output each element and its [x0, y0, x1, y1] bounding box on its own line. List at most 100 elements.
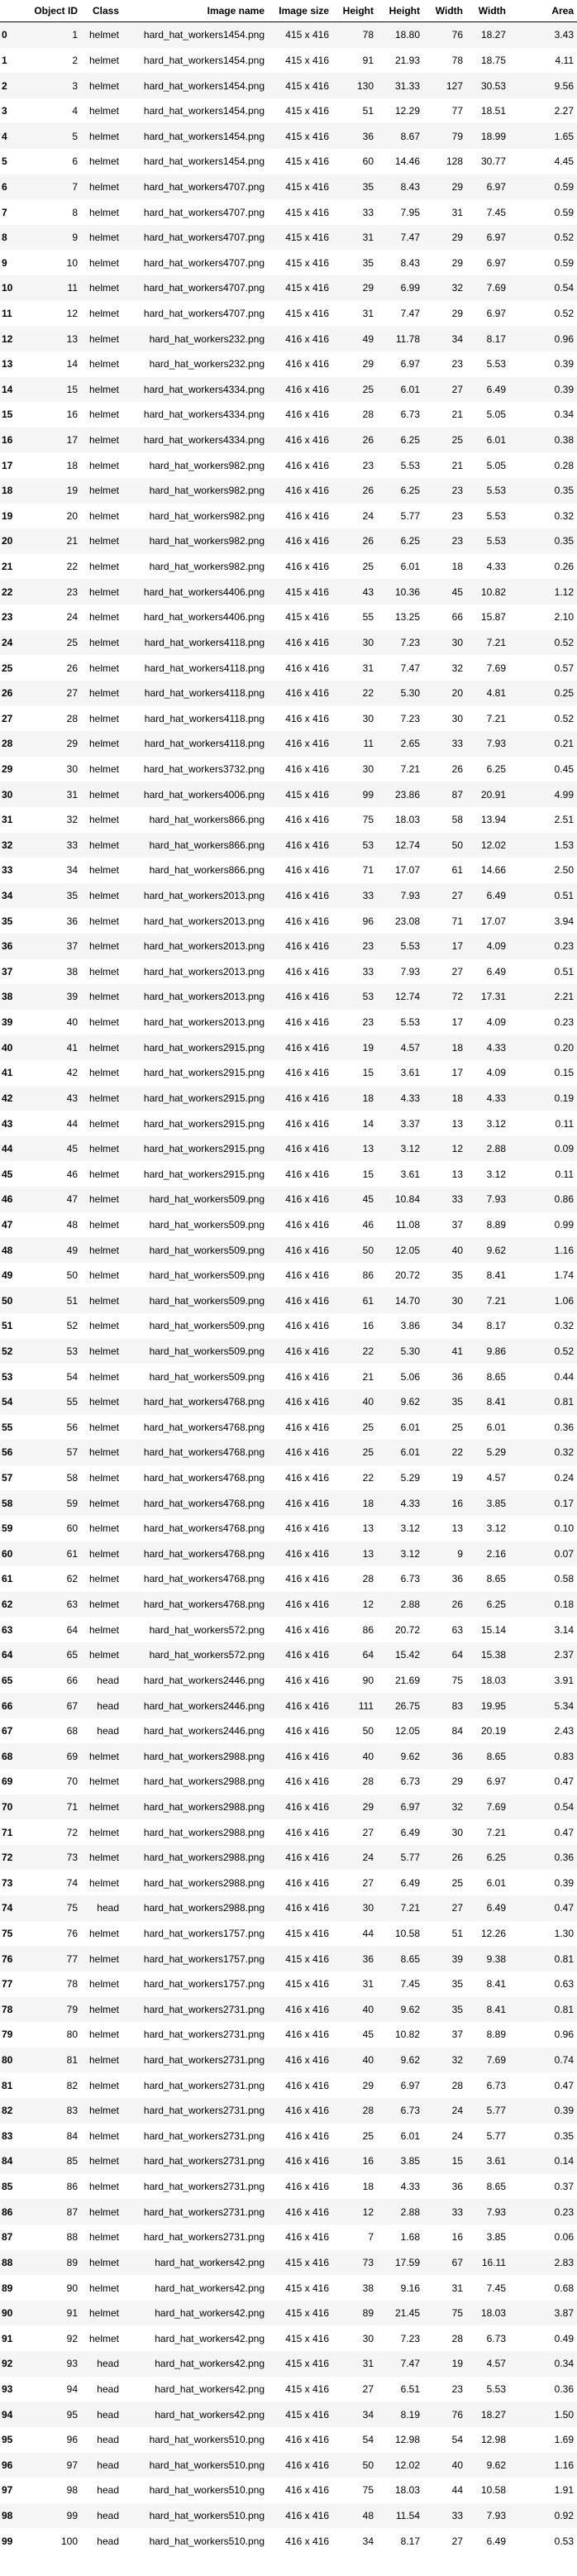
width-pct-cell: 8.65 — [466, 2173, 509, 2200]
image-size-cell: 415 x 416 — [268, 73, 332, 98]
height-pct-cell: 6.01 — [377, 376, 423, 403]
image-name-cell: hard_hat_workers4707.png — [122, 300, 268, 327]
width-px-cell: 71 — [423, 908, 466, 934]
image-size-cell: 416 x 416 — [268, 1059, 332, 1086]
area-cell: 0.47 — [509, 1769, 577, 1795]
width-px-cell: 84 — [423, 1718, 466, 1744]
height-pct-cell: 20.72 — [377, 1617, 423, 1642]
area-cell: 0.99 — [509, 1212, 577, 1238]
table-row: 56 57 helmet hard_hat_workers4768.png 416 x … — [0, 1440, 577, 1465]
height-px-cell: 18 — [332, 1490, 377, 1516]
width-pct-cell: 17.07 — [466, 908, 509, 934]
image-size-cell: 415 x 416 — [268, 250, 332, 276]
area-cell: 1.30 — [509, 1920, 577, 1947]
class-cell: helmet — [81, 224, 122, 251]
row-index-cell: 45 — [0, 1161, 33, 1188]
width-px-cell: 34 — [423, 1313, 466, 1339]
height-px-cell: 22 — [332, 1338, 377, 1364]
width-px-cell: 27 — [423, 376, 466, 403]
row-index-cell: 82 — [0, 2097, 33, 2124]
class-cell: helmet — [81, 731, 122, 757]
class-cell: helmet — [81, 1187, 122, 1212]
image-size-cell: 415 x 416 — [268, 2402, 332, 2427]
height-px-cell: 16 — [332, 1313, 377, 1339]
row-index-cell: 34 — [0, 882, 33, 909]
table-row: 74 75 head hard_hat_workers2988.png 416 x 41… — [0, 1895, 577, 1921]
image-name-cell: hard_hat_workers2988.png — [122, 1743, 268, 1770]
image-name-cell: hard_hat_workers2915.png — [122, 1085, 268, 1111]
height-px-cell: 130 — [332, 73, 377, 98]
height-pct-cell: 9.62 — [377, 1388, 423, 1415]
height-pct-cell: 7.45 — [377, 1971, 423, 1997]
image-size-cell: 416 x 416 — [268, 2123, 332, 2149]
width-pct-cell: 14.66 — [466, 858, 509, 883]
object-id-cell: 81 — [33, 2047, 81, 2073]
row-index-cell: 24 — [0, 629, 33, 656]
image-name-cell: hard_hat_workers866.png — [122, 858, 268, 883]
width-pct-cell: 6.73 — [466, 2072, 509, 2098]
object-id-cell: 3 — [33, 73, 81, 98]
height-pct-cell: 7.23 — [377, 705, 423, 732]
height-px-cell: 30 — [332, 2325, 377, 2352]
height-pct-cell: 12.74 — [377, 984, 423, 1010]
image-size-cell: 416 x 416 — [268, 1035, 332, 1060]
row-index-cell: 52 — [0, 1338, 33, 1364]
image-size-cell: 416 x 416 — [268, 984, 332, 1010]
row-index-cell: 85 — [0, 2173, 33, 2200]
class-cell: helmet — [81, 1212, 122, 1238]
width-pct-cell: 7.45 — [466, 2275, 509, 2301]
area-cell: 4.45 — [509, 149, 577, 174]
image-size-cell: 416 x 416 — [268, 2047, 332, 2073]
height-pct-cell: 11.54 — [377, 2502, 423, 2529]
width-pct-cell: 15.87 — [466, 605, 509, 630]
image-name-cell: hard_hat_workers982.png — [122, 503, 268, 529]
height-pct-cell: 12.74 — [377, 832, 423, 858]
width-px-cell: 77 — [423, 98, 466, 124]
table-row: 98 99 head hard_hat_workers510.png 416 x 416… — [0, 2502, 577, 2529]
image-size-cell: 416 x 416 — [268, 1237, 332, 1263]
class-cell: helmet — [81, 98, 122, 124]
height-pct-cell: 5.29 — [377, 1465, 423, 1491]
width-px-cell: 32 — [423, 1794, 466, 1820]
class-cell: helmet — [81, 1591, 122, 1618]
height-px-cell: 23 — [332, 452, 377, 478]
class-cell: helmet — [81, 1364, 122, 1389]
class-cell: helmet — [81, 1844, 122, 1871]
width-pct-cell: 5.77 — [466, 2123, 509, 2149]
object-id-cell: 35 — [33, 882, 81, 909]
table-row: 21 22 helmet hard_hat_workers982.png 416 x 4… — [0, 553, 577, 580]
height-px-cell: 24 — [332, 503, 377, 529]
width-pct-cell: 16.11 — [466, 2249, 509, 2276]
row-index-cell: 56 — [0, 1440, 33, 1465]
image-size-cell: 416 x 416 — [268, 1313, 332, 1339]
height-px-cell: 73 — [332, 2249, 377, 2276]
area-cell: 0.11 — [509, 1161, 577, 1188]
table-row: 76 77 helmet hard_hat_workers1757.png 415 x … — [0, 1946, 577, 1971]
table-row: 35 36 helmet hard_hat_workers2013.png 416 x … — [0, 908, 577, 934]
class-cell: helmet — [81, 1338, 122, 1364]
table-row: 88 89 helmet hard_hat_workers42.png 415 x 41… — [0, 2249, 577, 2276]
width-px-cell: 16 — [423, 1490, 466, 1516]
table-row: 18 19 helmet hard_hat_workers982.png 416 x 4… — [0, 477, 577, 504]
table-body: 0 1 helmet hard_hat_workers1454.png 415 x 41… — [0, 22, 577, 2554]
width-pct-cell: 18.27 — [466, 2402, 509, 2427]
width-px-cell: 26 — [423, 756, 466, 782]
height-px-cell: 31 — [332, 655, 377, 681]
object-id-cell: 73 — [33, 1844, 81, 1871]
width-pct-cell: 6.97 — [466, 250, 509, 276]
height-pct-cell: 2.65 — [377, 731, 423, 757]
area-cell: 0.32 — [509, 1313, 577, 1339]
width-pct-cell: 4.09 — [466, 1009, 509, 1035]
image-size-cell: 415 x 416 — [268, 300, 332, 327]
table-row: 91 92 helmet hard_hat_workers42.png 415 x 41… — [0, 2325, 577, 2352]
width-px-cell: 75 — [423, 2300, 466, 2326]
width-pct-cell: 30.53 — [466, 73, 509, 98]
object-id-cell: 6 — [33, 149, 81, 174]
table-row: 49 50 helmet hard_hat_workers509.png 416 x 4… — [0, 1262, 577, 1288]
image-size-cell: 416 x 416 — [268, 553, 332, 580]
object-id-cell: 92 — [33, 2325, 81, 2352]
image-name-cell: hard_hat_workers2731.png — [122, 2097, 268, 2124]
table-row: 26 27 helmet hard_hat_workers4118.png 416 x … — [0, 680, 577, 706]
row-index-cell: 27 — [0, 705, 33, 732]
image-name-cell: hard_hat_workers509.png — [122, 1187, 268, 1212]
